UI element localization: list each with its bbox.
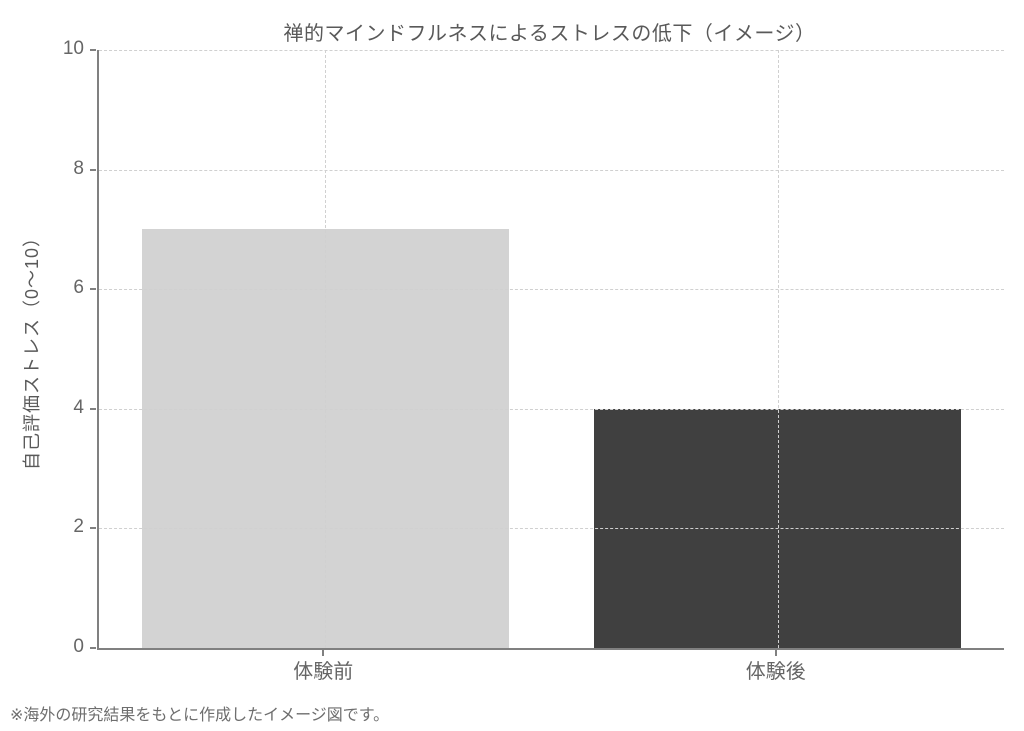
x-tick-label: 体験前 [293,661,354,683]
plot-area [97,50,1004,650]
y-axis-tick [90,647,96,649]
y-tick-label: 4 [73,396,84,418]
y-axis-tick [90,407,96,410]
gridline-horizontal [99,289,1004,291]
y-tick-label: 8 [73,157,84,179]
bar [141,229,509,648]
y-axis-tick [90,49,96,51]
gridline-horizontal [99,50,1004,51]
x-tick-label: 体験後 [745,661,806,683]
gridline-horizontal [99,528,1004,530]
gridline-horizontal [99,169,1004,171]
y-tick-label: 2 [73,516,84,538]
y-axis-tick [90,527,96,530]
x-axis-tick [322,650,325,656]
chart-title: 禅的マインドフルネスによるストレスの低下（イメージ） [283,23,816,45]
y-axis-tick [90,168,96,171]
gridline-horizontal [99,408,1004,410]
y-axis-label: 自己評価ストレス（0～10） [22,227,42,471]
footnote: ※海外の研究結果をもとに作成したイメージ図です。 [10,707,390,724]
x-axis-tick [774,650,777,656]
gridline-vertical [325,50,327,648]
gridline-vertical [777,50,779,648]
y-tick-label: 6 [73,277,84,299]
y-axis-tick [90,288,96,291]
y-tick-label: 10 [62,38,84,59]
y-tick-label: 0 [73,636,84,657]
